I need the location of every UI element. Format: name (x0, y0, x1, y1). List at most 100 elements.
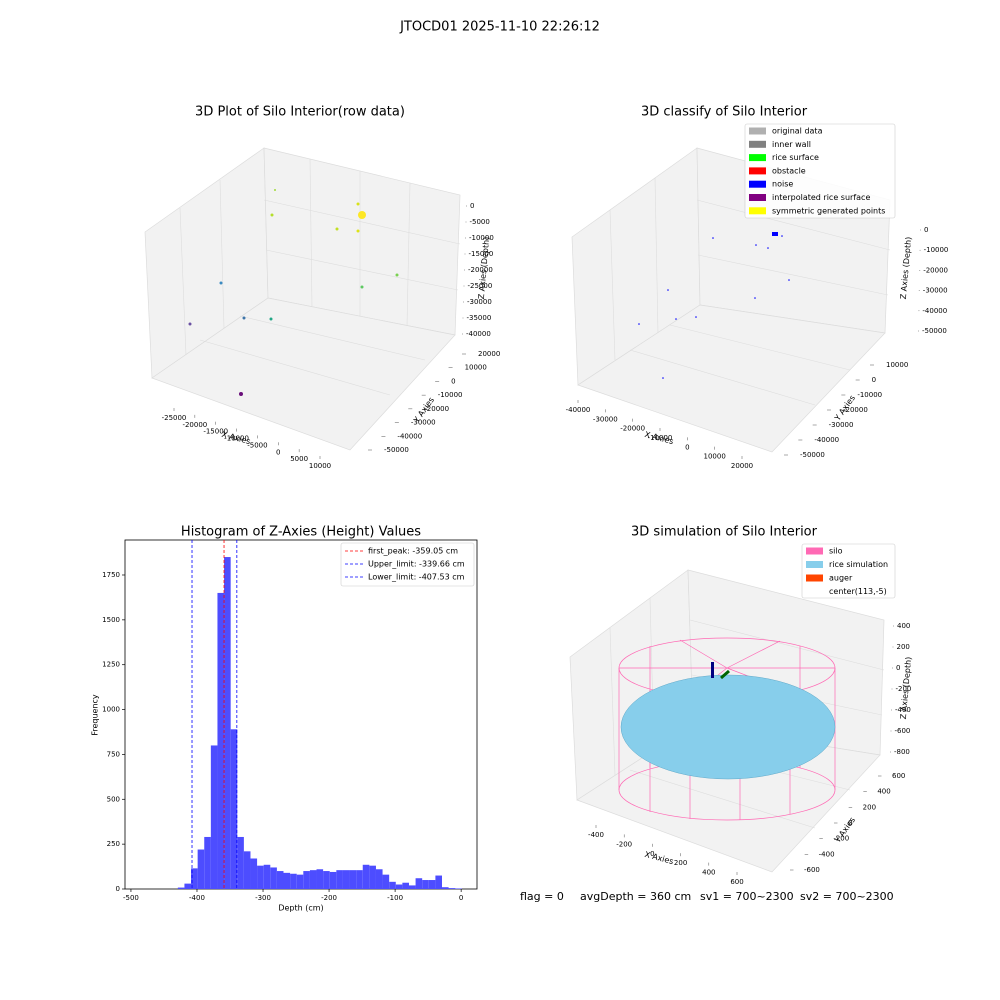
legend-box-2 (744, 123, 896, 219)
y-tick-label: 1000 (102, 706, 120, 714)
status-text: sv2 = 700~2300 (800, 890, 894, 903)
y-tick-label: 0 (451, 377, 455, 385)
y-tick-label: -20000 (424, 405, 449, 413)
y-tick-label: 600 (892, 772, 905, 780)
z-tick-label: -5000 (470, 218, 490, 226)
y-tick-label: 1500 (102, 616, 120, 624)
legend-label: first_peak: -359.05 cm (368, 547, 458, 556)
legend-label: noise (772, 180, 793, 189)
x-tick-label: -15000 (203, 428, 228, 436)
legend-label: inner wall (772, 140, 811, 149)
points-2 (638, 232, 790, 379)
legend-swatch (749, 140, 766, 148)
x-tick-label: 5000 (290, 455, 308, 463)
bar (237, 836, 244, 889)
legend-box-4 (801, 543, 896, 599)
x-tick-label: -100 (387, 894, 403, 902)
legend-label: silo (829, 547, 843, 556)
bar (197, 849, 205, 889)
y-tick-label: 1750 (102, 571, 120, 579)
bar (415, 878, 423, 889)
z-tick-label: -20000 (468, 266, 493, 274)
bar (204, 836, 211, 889)
bar (349, 870, 357, 889)
panes-1 (144, 147, 461, 451)
bar (382, 874, 390, 889)
bar (230, 729, 238, 889)
z-tick-label: -40000 (466, 330, 491, 338)
x-tick-label: -5000 (247, 441, 267, 449)
legend-swatch (749, 180, 766, 188)
x-tick-label: -300 (255, 894, 271, 902)
y-tick-label: -600 (804, 866, 820, 874)
legend-label: Upper_limit: -339.66 cm (368, 560, 465, 569)
y-tick-label: 10000 (886, 361, 908, 369)
bar (217, 592, 225, 889)
y-tick-label: 1250 (102, 661, 120, 669)
legend-swatch (749, 167, 766, 175)
bar (336, 870, 343, 889)
y-tick-label: 500 (107, 795, 120, 803)
bar (276, 871, 284, 889)
bar (184, 883, 192, 889)
y-tick-label: -50000 (800, 451, 825, 459)
chart-title: 3D Plot of Silo Interior(row data) (195, 105, 405, 120)
z-tick-label: -10000 (924, 246, 949, 254)
legend-label: rice simulation (829, 560, 888, 569)
points-1 (188, 189, 399, 396)
z-tick-label: -200 (896, 685, 912, 693)
bar (356, 870, 363, 889)
y-tick-label: 400 (877, 788, 890, 796)
z-tick-label: 0 (896, 664, 900, 672)
status-text: flag = 0 (520, 890, 564, 903)
x-tick-label: 10000 (309, 462, 331, 470)
bar (303, 871, 310, 889)
y-tick-label: -40000 (397, 432, 422, 440)
x-tick-label: 200 (674, 859, 687, 867)
x-tick-label: 400 (702, 869, 715, 877)
legend-swatch (749, 127, 766, 135)
bar (408, 885, 416, 889)
z-tick-label: 0 (924, 226, 928, 234)
y-tick-label: 20000 (478, 350, 500, 358)
legend-label: original data (772, 127, 823, 136)
auger (711, 662, 730, 680)
bar (422, 880, 429, 889)
legend-swatch (806, 574, 823, 582)
bar (329, 871, 337, 889)
bar (257, 865, 264, 889)
hist-legend-box (340, 542, 475, 587)
legend-label: rice surface (772, 153, 819, 162)
status-text: avgDepth = 360 cm (580, 890, 691, 903)
z-tick-label: -15000 (469, 250, 494, 258)
z-tick-label: -30000 (467, 298, 492, 306)
y-tick-label: 0 (116, 885, 120, 893)
bar (375, 869, 383, 889)
status-text: sv1 = 700~2300 (700, 890, 794, 903)
y-tick-label: -10000 (438, 391, 463, 399)
x-tick-label: -200 (321, 894, 337, 902)
z-tick-label: -40000 (922, 307, 947, 315)
z-tick-label: -600 (895, 727, 911, 735)
bar (389, 881, 396, 889)
bar (283, 872, 291, 889)
legend-swatch (806, 547, 823, 555)
x-axis-label: Depth (cm) (278, 904, 323, 913)
x-tick-label: -10000 (648, 434, 673, 442)
x-tick-label: 0 (276, 448, 280, 456)
z-tick-label: -20000 (923, 266, 948, 274)
z-tick-label: -400 (895, 706, 911, 714)
legend-label: auger (829, 574, 853, 583)
bar (177, 887, 185, 889)
legend-swatch (749, 154, 766, 162)
x-tick-label: 0 (650, 850, 654, 858)
bar (270, 867, 277, 889)
legend-swatch (806, 561, 823, 568)
y-tick-label: 10000 (465, 364, 487, 372)
y-tick-label: 0 (848, 819, 852, 827)
z-tick-label: -10000 (469, 234, 494, 242)
bar (290, 873, 297, 889)
bar (455, 888, 462, 889)
x-tick-label: 0 (685, 443, 689, 451)
y-axis-label: Frequency (91, 694, 100, 736)
